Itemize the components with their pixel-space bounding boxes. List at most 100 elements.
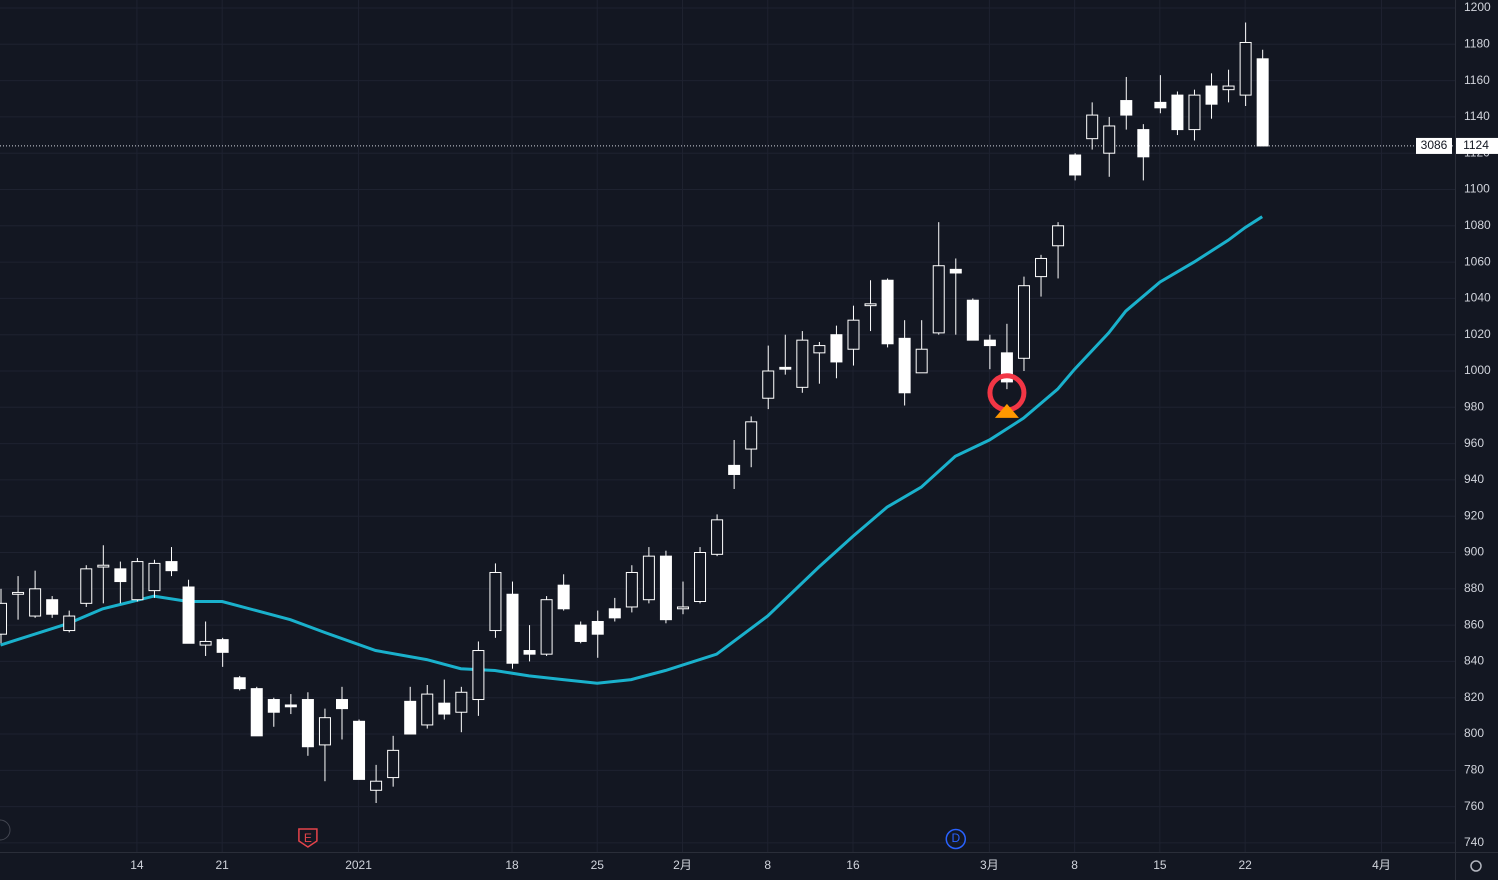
x-tick-label: 8 bbox=[764, 858, 771, 872]
x-tick-label: 2月 bbox=[673, 858, 692, 872]
y-tick-label: 980 bbox=[1464, 399, 1484, 413]
y-tick-label: 740 bbox=[1464, 835, 1484, 849]
candle-body bbox=[250, 688, 263, 737]
symbol-box bbox=[1416, 137, 1452, 154]
candle-body bbox=[148, 562, 161, 592]
candle-body bbox=[694, 552, 707, 603]
x-tick-label: 25 bbox=[591, 858, 605, 872]
candle-body bbox=[489, 571, 502, 632]
candle-body bbox=[591, 620, 604, 635]
candle-body bbox=[404, 700, 417, 735]
y-tick-label: 1200 bbox=[1464, 0, 1491, 14]
candle-body bbox=[0, 602, 8, 635]
candle-body bbox=[1256, 58, 1269, 147]
y-tick-label: 820 bbox=[1464, 690, 1484, 704]
x-tick-label: 3月 bbox=[980, 858, 999, 872]
candle-body bbox=[199, 640, 212, 646]
candle-body bbox=[830, 334, 843, 363]
y-tick-label: 1020 bbox=[1464, 327, 1491, 341]
candle-body bbox=[625, 571, 638, 608]
candle-body bbox=[1000, 352, 1013, 383]
event-label: E bbox=[304, 831, 312, 845]
candle-body bbox=[915, 348, 928, 374]
candle-body bbox=[642, 555, 655, 601]
candle-body bbox=[864, 303, 877, 307]
candle-body bbox=[182, 586, 195, 644]
event-badge bbox=[945, 828, 967, 850]
candle-body bbox=[1069, 154, 1082, 176]
candle-body bbox=[421, 693, 434, 726]
candle-body bbox=[1205, 85, 1218, 105]
candle-body bbox=[29, 588, 42, 617]
y-tick-label: 1180 bbox=[1464, 36, 1490, 50]
candle-body bbox=[523, 650, 536, 655]
candle-body bbox=[1052, 225, 1065, 247]
candle-body bbox=[63, 615, 76, 632]
candle-body bbox=[12, 591, 25, 595]
price-box bbox=[1456, 137, 1498, 154]
x-tick-label: 15 bbox=[1153, 858, 1167, 872]
candle-body bbox=[165, 561, 178, 572]
candle-body bbox=[608, 608, 621, 619]
y-tick-label: 1100 bbox=[1464, 182, 1490, 196]
candle-body bbox=[745, 421, 758, 450]
y-tick-label: 960 bbox=[1464, 436, 1484, 450]
candle-body bbox=[1188, 94, 1201, 131]
candle-body bbox=[574, 624, 587, 642]
y-tick-label: 1160 bbox=[1464, 73, 1490, 87]
y-tick-label: 900 bbox=[1464, 545, 1484, 559]
candle-body bbox=[1103, 125, 1116, 154]
event-label: D bbox=[951, 831, 960, 845]
candle-body bbox=[847, 319, 860, 350]
candle-body bbox=[472, 650, 485, 701]
y-tick-label: 1060 bbox=[1464, 254, 1491, 268]
x-tick-label: 16 bbox=[846, 858, 860, 872]
y-tick-label: 780 bbox=[1464, 762, 1484, 776]
moving-average bbox=[0, 215, 1264, 685]
candle-body bbox=[1035, 257, 1048, 278]
scroll-button[interactable] bbox=[0, 819, 11, 841]
candle-body bbox=[455, 691, 468, 713]
settings-icon[interactable] bbox=[1470, 860, 1482, 872]
candle-body bbox=[1222, 85, 1235, 91]
candle-body bbox=[370, 780, 383, 791]
candle-body bbox=[966, 299, 979, 341]
candle-body bbox=[233, 677, 246, 690]
symbol-label: 3086 bbox=[1421, 138, 1448, 152]
candle-body bbox=[284, 704, 297, 708]
candle-body bbox=[983, 339, 996, 347]
signal-arrow bbox=[994, 403, 1019, 418]
candle-body bbox=[438, 702, 451, 715]
candle-body bbox=[387, 749, 400, 779]
candle-body bbox=[796, 339, 809, 388]
y-tick-label: 1000 bbox=[1464, 363, 1491, 377]
candle-body bbox=[318, 717, 331, 746]
candle-body bbox=[949, 268, 962, 274]
candle-body bbox=[728, 464, 741, 475]
candle-body bbox=[711, 519, 724, 555]
y-tick-label: 940 bbox=[1464, 472, 1484, 486]
candle-body bbox=[131, 561, 144, 601]
candle-body bbox=[336, 699, 349, 710]
candle-body bbox=[1154, 101, 1167, 109]
y-tick-label: 860 bbox=[1464, 617, 1484, 631]
candle-body bbox=[932, 265, 945, 334]
candle-body bbox=[1171, 94, 1184, 131]
candle-body bbox=[557, 584, 570, 610]
candle-body bbox=[659, 555, 672, 621]
candle-body bbox=[779, 366, 792, 370]
candle-body bbox=[97, 564, 110, 568]
candle-body bbox=[353, 720, 366, 780]
candle-body bbox=[216, 639, 229, 653]
y-tick-label: 1040 bbox=[1464, 291, 1491, 305]
x-tick-label: 18 bbox=[505, 858, 519, 872]
x-tick-label: 22 bbox=[1238, 858, 1252, 872]
candle-body bbox=[80, 568, 93, 604]
x-tick-label: 21 bbox=[215, 858, 229, 872]
x-tick-label: 8 bbox=[1071, 858, 1078, 872]
y-tick-label: 800 bbox=[1464, 726, 1484, 740]
candle-body bbox=[46, 599, 59, 615]
candle-body bbox=[813, 345, 826, 354]
candle-body bbox=[1086, 114, 1099, 140]
